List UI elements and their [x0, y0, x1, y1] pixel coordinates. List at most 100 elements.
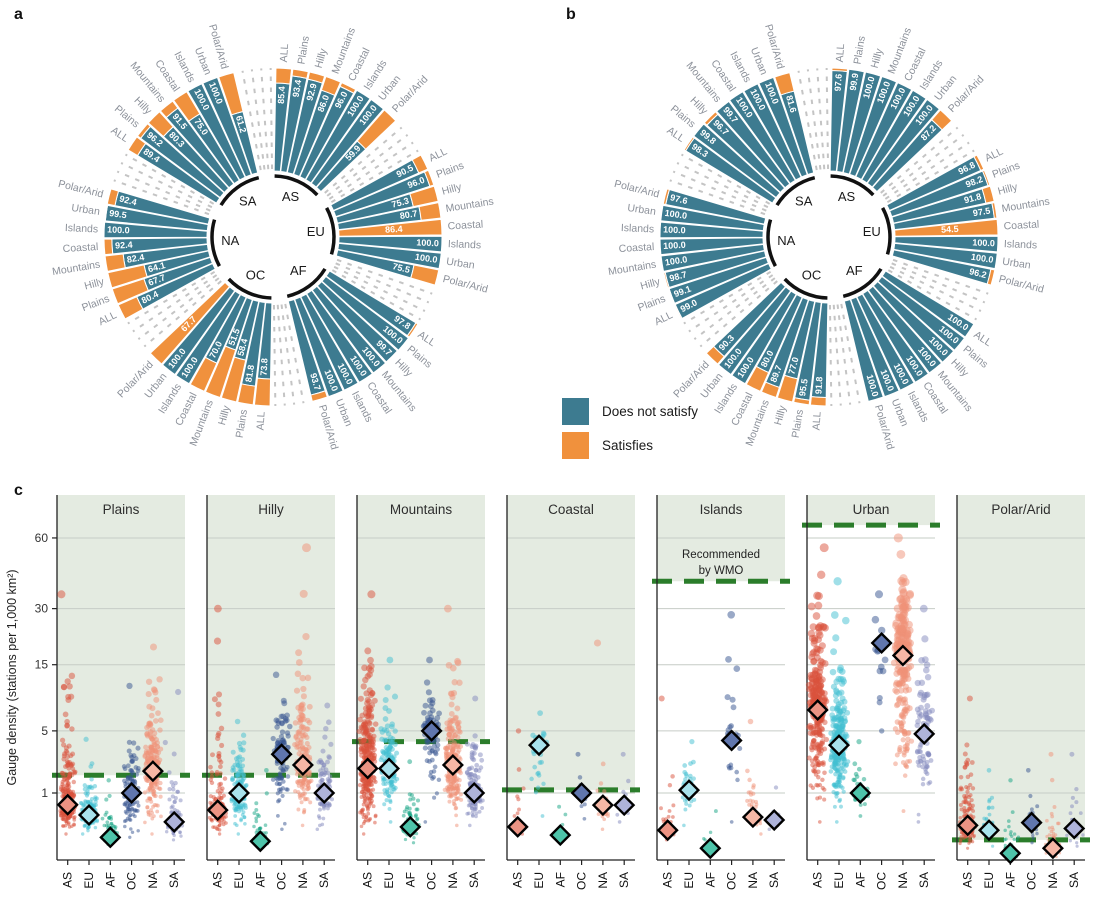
bar-remainder-SA-Polar/Arid	[774, 72, 795, 96]
category-label-NA-Hilly: Hilly	[83, 276, 106, 293]
satisfies-label: Satisfies	[602, 438, 654, 453]
bar-remainder-SA-Plains	[136, 123, 152, 139]
median-diamond-Islands-NA	[741, 806, 764, 829]
facet-title-Mountains: Mountains	[390, 502, 453, 517]
bar-SA-Urban	[758, 76, 808, 178]
category-label-SA-Hilly: Hilly	[687, 94, 710, 117]
bar-remainder-EU-ALL	[411, 154, 429, 174]
x-tick-label-Coastal-AF: AF	[553, 872, 567, 887]
bar-remainder-EU-Mountains	[991, 201, 998, 219]
bar-remainder-AS-Mountains	[320, 75, 342, 96]
median-diamond-Polar/Arid-AS	[956, 814, 979, 837]
gap-dash	[828, 304, 833, 406]
bar-AF-ALL	[881, 270, 975, 338]
wmo-band	[357, 495, 485, 742]
facet-Islands: Islands Recommended by WMO AS EU AF OC NA SA	[652, 495, 790, 890]
category-label-EU-Plains: Plains	[991, 160, 1022, 181]
median-diamond-Islands-SA	[763, 809, 786, 832]
bar-remainder-SA-Hilly	[703, 111, 719, 126]
inner-arc	[766, 219, 777, 267]
bar-SA-Urban	[202, 76, 252, 178]
category-label-EU-Coastal: Coastal	[1003, 218, 1039, 232]
median-diamond-Coastal-OC	[570, 781, 593, 805]
median-diamond-Urban-AF	[849, 781, 872, 805]
bar-value-EU-Mountains: 80.7	[399, 208, 418, 221]
region-label-AS: AS	[282, 189, 300, 204]
category-label-SA-Hilly: Hilly	[131, 94, 154, 117]
median-diamond-Polar/Arid-NA	[1041, 837, 1064, 860]
region-OC: 73.8ALL81.8Plains58.4Hilly51.5Mountains7…	[115, 268, 273, 448]
median-diamond-Islands-AF	[699, 837, 722, 860]
category-label-AF-Hilly: Hilly	[948, 357, 971, 380]
median-diamond-Plains-OC	[120, 781, 143, 805]
facet-title-Plains: Plains	[103, 502, 140, 517]
facet-title-Islands: Islands	[700, 502, 743, 517]
x-tick-label-Coastal-SA: SA	[617, 872, 631, 888]
bar-remainder-EU-Polar/Arid	[410, 264, 440, 286]
bar-remainder-NA-ALL	[673, 303, 683, 320]
median-diamond-Mountains-EU	[377, 757, 401, 780]
median-diamond-Hilly-AS	[206, 799, 229, 822]
category-label-OC-Plains: Plains	[790, 409, 807, 439]
wmo-band	[207, 495, 335, 776]
median-diamond-Plains-AF	[99, 826, 122, 849]
bar-value-EU-Hilly: 91.8	[963, 191, 983, 205]
bar-remainder-OC-Coastal	[189, 356, 218, 393]
category-label-EU-Mountains: Mountains	[1001, 196, 1051, 216]
category-label-AF-ALL: ALL	[971, 329, 993, 349]
points-Urban-OC	[871, 590, 889, 734]
bar-value-EU-Urban: 100.0	[414, 252, 438, 265]
bar-AF-Plains	[321, 275, 410, 351]
bar-value-NA-Mountains: 82.4	[126, 252, 145, 265]
x-tick-label-Urban-AS: AS	[811, 872, 825, 888]
wmo-annotation-line: Recommended	[682, 549, 760, 561]
x-tick-label-Polar/Arid-AF: AF	[1003, 872, 1017, 887]
category-label-NA-Hilly: Hilly	[639, 276, 662, 293]
median-diamond-Mountains-AF	[399, 815, 422, 838]
x-tick-label-Urban-OC: OC	[875, 872, 889, 890]
bar-remainder-EU-Mountains	[418, 201, 442, 221]
median-diamond-Plains-EU	[77, 803, 101, 827]
x-tick-label-Polar/Arid-SA: SA	[1067, 872, 1081, 888]
bar-value-NA-Islands: 100.0	[107, 224, 130, 235]
bar-remainder-NA-ALL	[117, 296, 144, 320]
region-AF: 100.0ALL100.0Plains100.0Hilly100.0Mounta…	[828, 263, 994, 451]
category-label-NA-Polar/Arid: Polar/Arid	[57, 178, 105, 201]
bar-value-EU-Urban: 100.0	[970, 252, 994, 265]
category-label-AS-ALL: ALL	[278, 43, 291, 63]
bar-remainder-EU-Polar/Arid	[986, 268, 996, 286]
bar-remainder-AS-ALL	[831, 67, 849, 73]
category-label-SA-ALL: ALL	[109, 124, 131, 144]
median-diamond-Plains-NA	[141, 760, 164, 783]
bar-value-NA-Polar/Arid: 97.6	[669, 192, 688, 206]
x-tick-label-Plains-SA: SA	[167, 872, 181, 888]
bar-remainder-SA-Polar/Arid	[218, 72, 244, 116]
bar-remainder-SA-Coastal	[172, 90, 201, 122]
panel-a-label: a	[14, 6, 23, 23]
bar-value-OC-Plains: 81.8	[243, 364, 256, 383]
category-label-NA-Coastal: Coastal	[618, 241, 654, 255]
median-diamond-Urban-NA	[891, 644, 914, 667]
bar-NA-Islands	[103, 221, 208, 239]
y-tick-label-30: 30	[35, 602, 49, 616]
category-label-EU-Polar/Arid: Polar/Arid	[441, 273, 489, 296]
bar-AS-Urban	[310, 98, 385, 188]
bar-EU-Islands	[338, 235, 443, 253]
points-Urban-AF	[851, 739, 871, 818]
points-Hilly-OC	[270, 671, 293, 832]
bar-EU-Urban	[337, 242, 442, 270]
x-tick-label-Plains-NA: NA	[146, 872, 160, 889]
bar-OC-Islands	[731, 290, 797, 385]
x-tick-label-Mountains-EU: EU	[382, 872, 396, 889]
facet-title-Polar/Arid: Polar/Arid	[991, 502, 1050, 517]
x-tick-label-Mountains-SA: SA	[467, 872, 481, 888]
bar-remainder-NA-Polar/Arid	[106, 188, 120, 207]
bar-EU-Islands	[894, 235, 999, 253]
median-diamond-Polar/Arid-EU	[977, 819, 1001, 842]
bar-value-NA-Coastal: 100.0	[663, 240, 686, 251]
inner-arc	[286, 267, 327, 299]
bar-AF-Islands	[856, 293, 915, 391]
bar-AF-Polar/Arid	[843, 298, 884, 402]
bar-remainder-AF-Polar/Arid	[310, 390, 328, 402]
median-diamond-Polar/Arid-OC	[1020, 811, 1043, 834]
